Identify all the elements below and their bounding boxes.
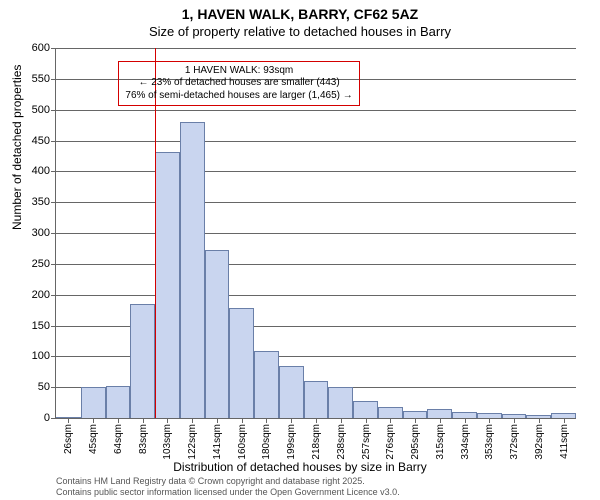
ytick-mark — [51, 418, 56, 419]
xtick-mark — [167, 418, 168, 423]
xtick-label: 257sqm — [361, 424, 372, 460]
xtick-mark — [415, 418, 416, 423]
gridline — [56, 110, 576, 111]
xtick-mark — [341, 418, 342, 423]
xtick-label: 199sqm — [286, 424, 297, 460]
xtick-label: 392sqm — [534, 424, 545, 460]
xtick-label: 295sqm — [410, 424, 421, 460]
xtick-label: 276sqm — [385, 424, 396, 460]
xtick-mark — [192, 418, 193, 423]
histogram-bar — [205, 250, 230, 418]
histogram-bar — [81, 387, 106, 418]
histogram-bar — [353, 401, 378, 418]
xtick-label: 372sqm — [509, 424, 520, 460]
xtick-mark — [93, 418, 94, 423]
xtick-label: 180sqm — [261, 424, 272, 460]
xtick-mark — [564, 418, 565, 423]
ytick-label: 500 — [32, 104, 50, 116]
xtick-label: 103sqm — [162, 424, 173, 460]
histogram-bar — [180, 122, 205, 418]
annotation-line: 76% of semi-detached houses are larger (… — [125, 90, 352, 103]
ytick-label: 250 — [32, 258, 50, 270]
gridline — [56, 171, 576, 172]
ytick-label: 200 — [32, 289, 50, 301]
plot-area: 05010015020025030035040045050055060026sq… — [55, 48, 576, 419]
chart-title-sub: Size of property relative to detached ho… — [0, 22, 600, 39]
xtick-label: 26sqm — [63, 424, 74, 454]
histogram-bar — [254, 351, 279, 418]
ytick-label: 450 — [32, 135, 50, 147]
ytick-label: 150 — [32, 320, 50, 332]
xtick-label: 45sqm — [88, 424, 99, 454]
xtick-mark — [440, 418, 441, 423]
gridline — [56, 48, 576, 49]
xtick-mark — [390, 418, 391, 423]
ytick-label: 550 — [32, 73, 50, 85]
chart-title-main: 1, HAVEN WALK, BARRY, CF62 5AZ — [0, 0, 600, 22]
xtick-mark — [489, 418, 490, 423]
gridline — [56, 295, 576, 296]
gridline — [56, 233, 576, 234]
histogram-bar — [403, 411, 428, 418]
xtick-label: 353sqm — [484, 424, 495, 460]
xtick-mark — [539, 418, 540, 423]
xtick-mark — [217, 418, 218, 423]
xtick-mark — [316, 418, 317, 423]
histogram-bar — [304, 381, 329, 418]
gridline — [56, 264, 576, 265]
ytick-label: 100 — [32, 350, 50, 362]
histogram-bar — [279, 366, 304, 418]
xtick-label: 334sqm — [460, 424, 471, 460]
xtick-mark — [366, 418, 367, 423]
ytick-label: 350 — [32, 196, 50, 208]
chart-container: 1, HAVEN WALK, BARRY, CF62 5AZ Size of p… — [0, 0, 600, 500]
footer-line-2: Contains public sector information licen… — [56, 487, 400, 498]
ytick-label: 50 — [38, 381, 50, 393]
xtick-label: 64sqm — [113, 424, 124, 454]
xtick-mark — [266, 418, 267, 423]
histogram-bar — [551, 413, 576, 418]
histogram-bar — [328, 387, 353, 418]
xtick-mark — [291, 418, 292, 423]
xtick-mark — [143, 418, 144, 423]
histogram-bar — [155, 152, 180, 418]
xtick-label: 141sqm — [212, 424, 223, 460]
ytick-label: 0 — [44, 412, 50, 424]
histogram-bar — [378, 407, 403, 418]
annotation-line: 1 HAVEN WALK: 93sqm — [125, 65, 352, 78]
histogram-bar — [526, 415, 551, 418]
gridline — [56, 141, 576, 142]
xtick-mark — [242, 418, 243, 423]
histogram-bar — [56, 417, 81, 418]
histogram-bar — [427, 409, 452, 418]
xtick-label: 122sqm — [187, 424, 198, 460]
histogram-bar — [229, 308, 254, 418]
xtick-label: 218sqm — [311, 424, 322, 460]
xtick-label: 160sqm — [237, 424, 248, 460]
ytick-label: 300 — [32, 227, 50, 239]
footer-line-1: Contains HM Land Registry data © Crown c… — [56, 476, 400, 487]
annotation-box: 1 HAVEN WALK: 93sqm← 23% of detached hou… — [118, 61, 359, 107]
footer-attribution: Contains HM Land Registry data © Crown c… — [56, 476, 400, 498]
xtick-label: 238sqm — [336, 424, 347, 460]
annotation-line: ← 23% of detached houses are smaller (44… — [125, 77, 352, 90]
histogram-bar — [502, 414, 527, 418]
histogram-bar — [452, 412, 477, 418]
ytick-label: 600 — [32, 42, 50, 54]
gridline — [56, 202, 576, 203]
xtick-mark — [465, 418, 466, 423]
xtick-mark — [118, 418, 119, 423]
histogram-bar — [130, 304, 155, 418]
xtick-label: 315sqm — [435, 424, 446, 460]
xtick-mark — [68, 418, 69, 423]
xtick-label: 83sqm — [138, 424, 149, 454]
xtick-label: 411sqm — [559, 424, 570, 459]
histogram-bar — [477, 413, 502, 418]
xtick-mark — [514, 418, 515, 423]
x-axis-title: Distribution of detached houses by size … — [0, 460, 600, 474]
ytick-label: 400 — [32, 165, 50, 177]
histogram-bar — [106, 386, 131, 418]
